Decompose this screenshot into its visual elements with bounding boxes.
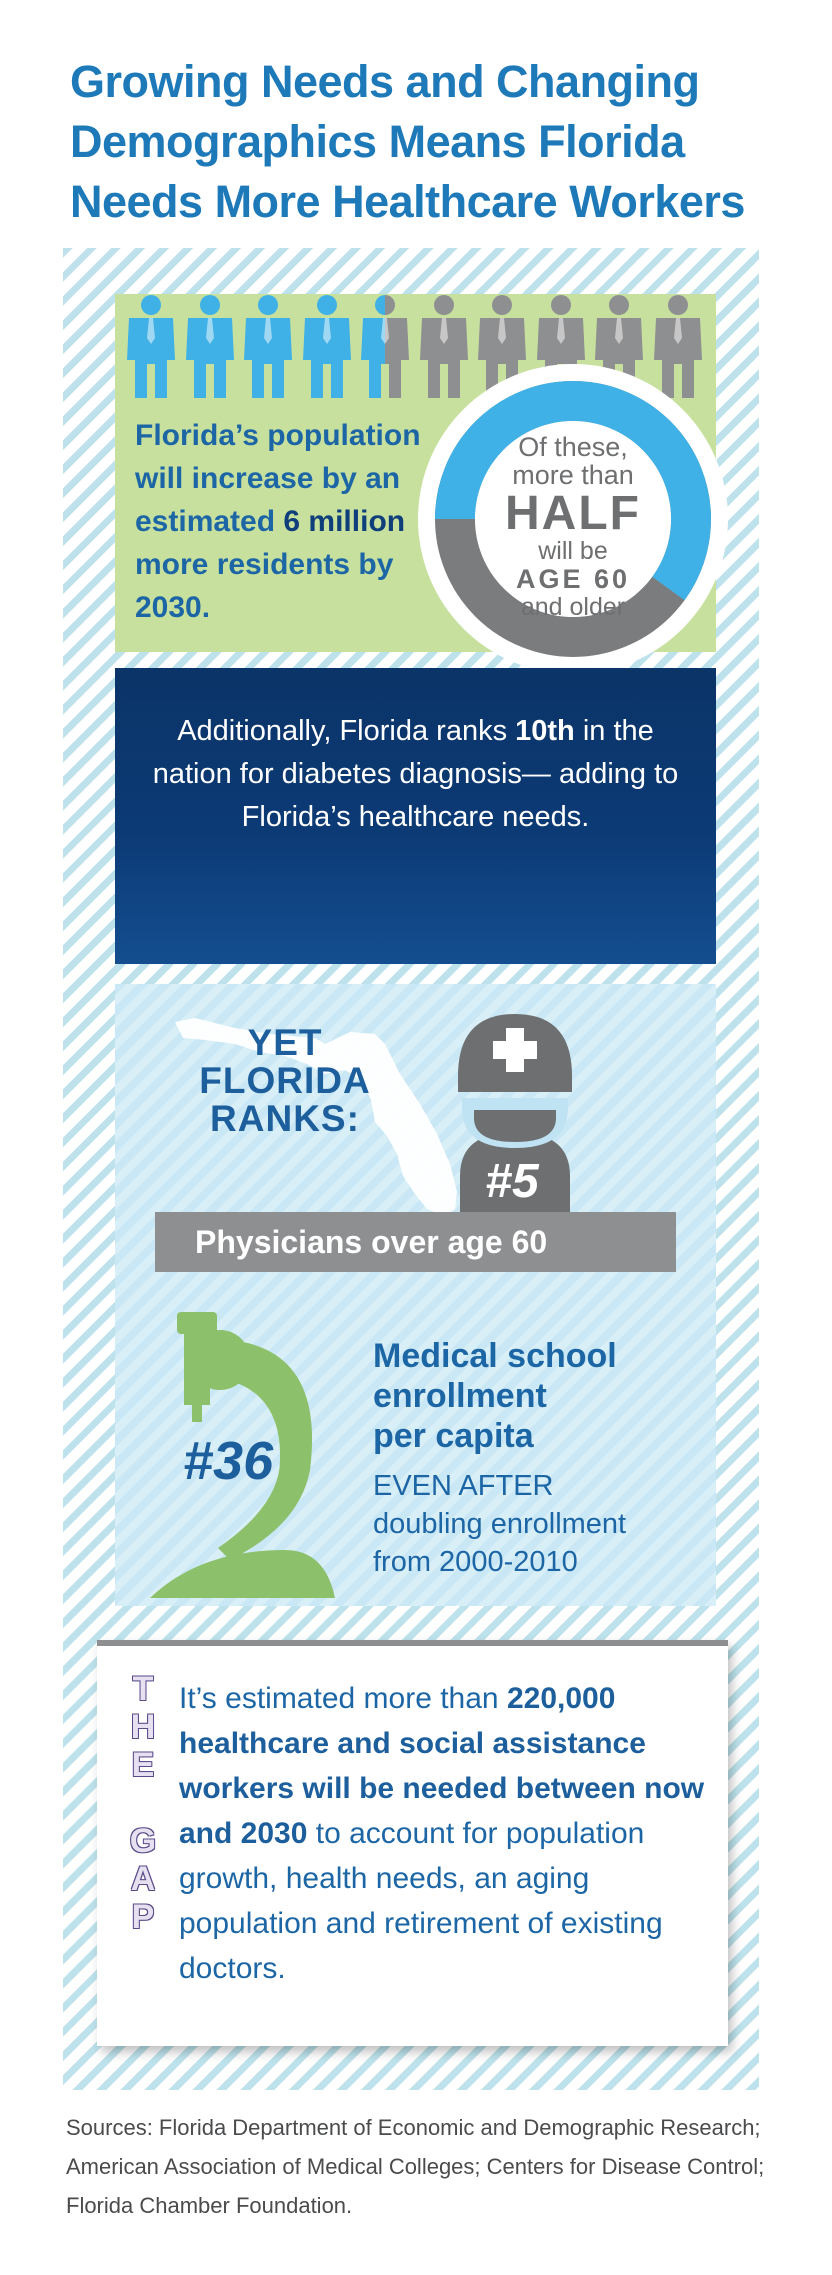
- med-school-subtitle: EVEN AFTER doubling enrollment from 2000…: [373, 1470, 627, 1578]
- person-icon: [653, 295, 702, 398]
- population-panel: Florida’s population will increase by an…: [115, 294, 728, 674]
- half-age-ring: Of these, more than HALF will be AGE 60 …: [418, 364, 728, 674]
- gap-letter: P: [131, 1898, 155, 1936]
- microscope-icon: [150, 1312, 335, 1598]
- ring-blue-segment: [435, 381, 711, 657]
- florida-map-icon: [175, 1018, 457, 1216]
- doctor-icon: [458, 1014, 572, 1216]
- gap-letter: [125, 1784, 161, 1822]
- gap-text-post: to account for population growth, health…: [179, 1817, 663, 1985]
- person-icon: [127, 295, 175, 398]
- gap-letter: E: [131, 1746, 155, 1784]
- ring-text: Of these, more than HALF will be AGE 60 …: [473, 432, 673, 621]
- population-text: Florida’s population will increase by an…: [135, 414, 435, 629]
- gap-letter: T: [132, 1670, 154, 1708]
- person-icon: [419, 295, 468, 398]
- ranks-panel: YET FLORIDA RANKS: #5 Physicians over ag…: [115, 984, 716, 1606]
- ring-graphic: [423, 369, 723, 669]
- ring-line-5: AGE 60: [515, 564, 631, 594]
- med-school-rank: #36: [183, 1431, 274, 1491]
- ring-line-2: more than: [512, 460, 634, 490]
- person-icon: [244, 295, 292, 398]
- gap-letter: A: [130, 1860, 156, 1898]
- ring-line-4: will be: [538, 537, 608, 565]
- person-icon: [361, 295, 409, 398]
- gap-text-bold: 220,000 healthcare and social assistance…: [179, 1682, 705, 1850]
- diabetes-pre: Additionally, Florida ranks: [177, 715, 508, 747]
- gap-text: It’s estimated more than 220,000 healthc…: [179, 1676, 709, 1991]
- person-icon: [302, 295, 351, 398]
- physicians-rank: #5: [485, 1155, 539, 1208]
- population-text-post: more residents by 2030.: [135, 548, 394, 624]
- diabetes-panel: Additionally, Florida ranks 10th in the …: [115, 668, 716, 964]
- med-school-title: Medical school enrollment per capita: [373, 1337, 617, 1455]
- population-text-pre: Florida’s population will increase by an…: [135, 419, 421, 538]
- diabetes-post: in the nation for diabetes diagnosis— ad…: [152, 715, 679, 833]
- ring-line-1: Of these,: [518, 432, 628, 462]
- person-icon: [185, 295, 234, 398]
- diabetes-emphasis: 10th: [515, 715, 575, 747]
- yet-florida-ranks: YET FLORIDA RANKS:: [199, 1022, 371, 1139]
- ring-line-6: and older: [520, 593, 626, 621]
- gap-letter: H: [130, 1708, 156, 1746]
- diabetes-text: Additionally, Florida ranks 10th in the …: [135, 710, 696, 839]
- population-emphasis: 6 million: [283, 505, 406, 538]
- page-title: Growing Needs and Changing Demographics …: [70, 56, 745, 227]
- physicians-label: Physicians over age 60: [155, 1212, 676, 1272]
- sources-note: Sources: Florida Department of Economic …: [66, 2115, 765, 2218]
- gap-letter: G: [129, 1822, 157, 1860]
- ring-line-3: HALF: [505, 487, 641, 540]
- gap-text-pre: It’s estimated more than: [179, 1682, 499, 1715]
